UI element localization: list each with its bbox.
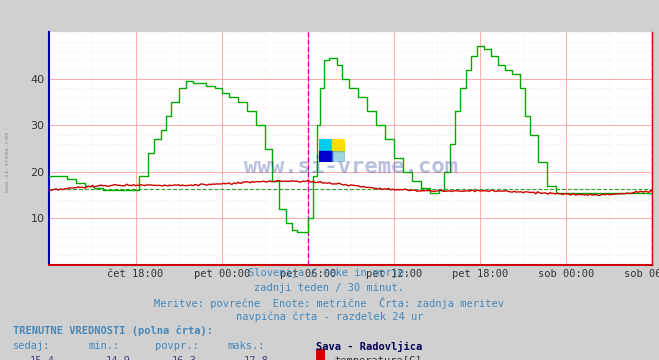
Text: maks.:: maks.:	[227, 341, 265, 351]
Text: 17,8: 17,8	[244, 356, 269, 360]
Text: 14,9: 14,9	[105, 356, 130, 360]
Text: navpična črta - razdelek 24 ur: navpična črta - razdelek 24 ur	[236, 311, 423, 322]
Bar	[331, 139, 345, 151]
Text: www.si-vreme.com: www.si-vreme.com	[244, 157, 458, 177]
Bar	[331, 151, 345, 162]
Text: www.si-vreme.com: www.si-vreme.com	[5, 132, 11, 192]
Text: 16,3: 16,3	[171, 356, 196, 360]
Text: TRENUTNE VREDNOSTI (polna črta):: TRENUTNE VREDNOSTI (polna črta):	[13, 326, 213, 336]
Bar	[318, 139, 331, 151]
Text: min.:: min.:	[89, 341, 120, 351]
Text: Sava - Radovljica: Sava - Radovljica	[316, 341, 422, 352]
Text: zadnji teden / 30 minut.: zadnji teden / 30 minut.	[254, 283, 405, 293]
Bar	[318, 151, 331, 162]
Text: povpr.:: povpr.:	[155, 341, 198, 351]
Text: sedaj:: sedaj:	[13, 341, 51, 351]
Text: Meritve: povrečne  Enote: metrične  Črta: zadnja meritev: Meritve: povrečne Enote: metrične Črta: …	[154, 297, 505, 309]
Text: 15,4: 15,4	[30, 356, 55, 360]
Text: temperatura[C]: temperatura[C]	[335, 356, 422, 360]
Text: Slovenija / reke in morje.: Slovenija / reke in morje.	[248, 268, 411, 278]
